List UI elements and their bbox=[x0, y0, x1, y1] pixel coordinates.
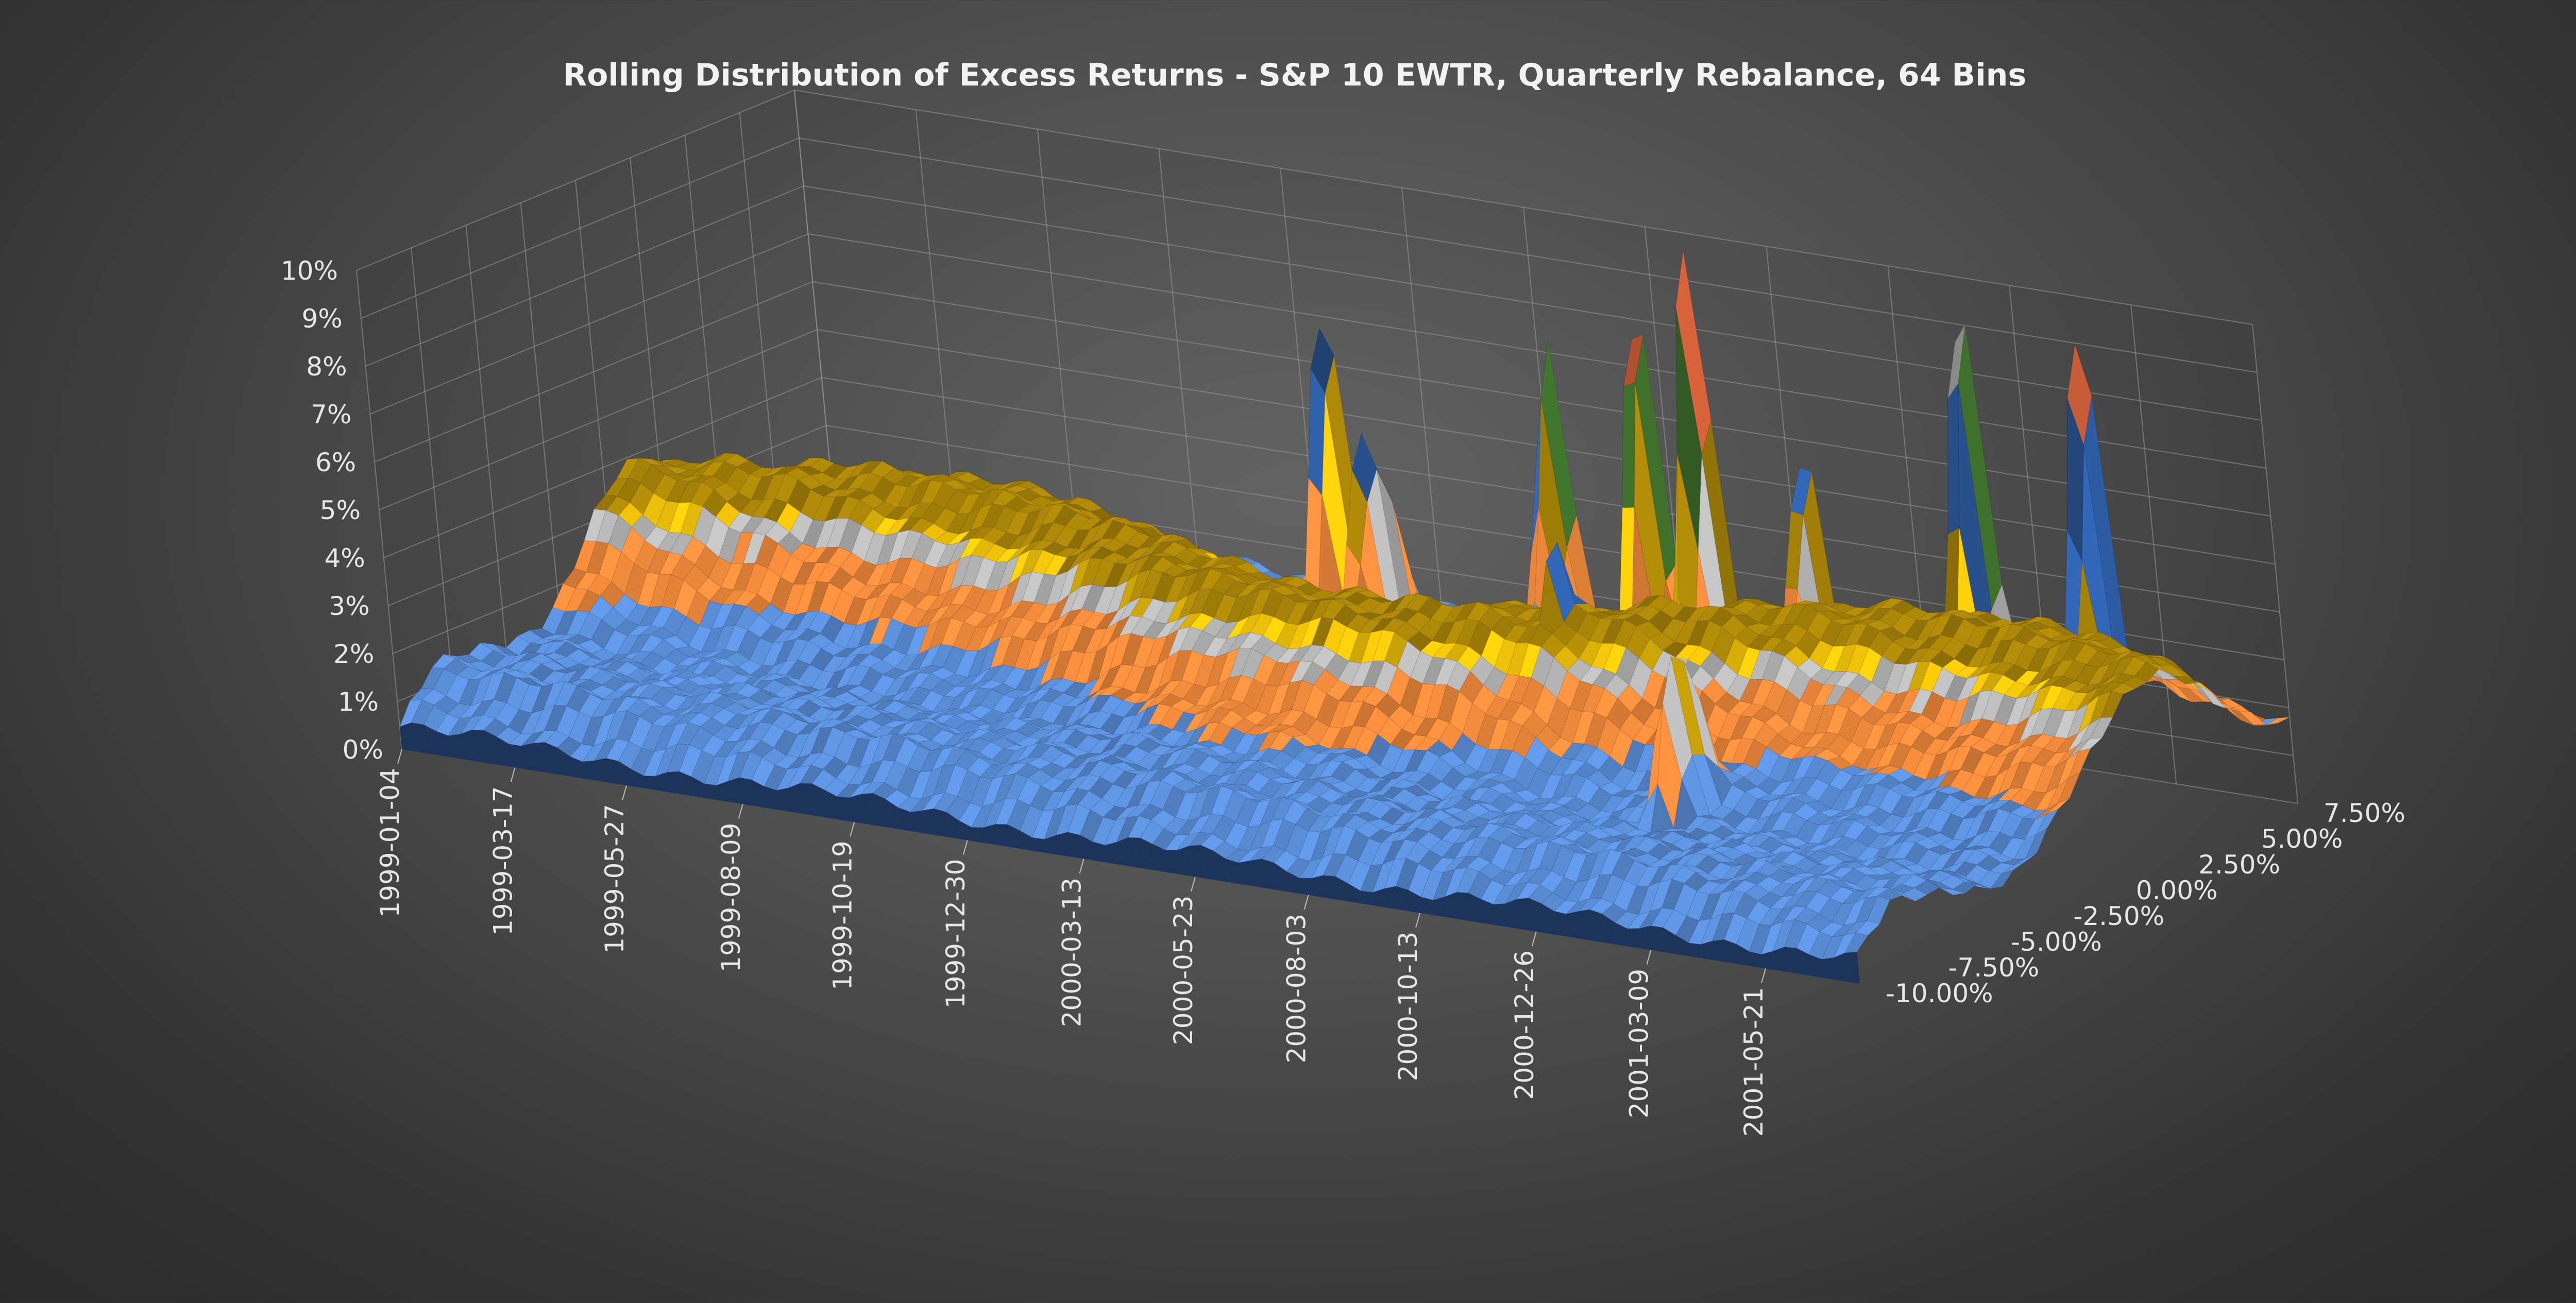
date-tick-mark bbox=[1079, 859, 1084, 874]
distribution-surface bbox=[399, 251, 2290, 960]
date-tick-mark bbox=[622, 785, 628, 800]
z-tick-label: 3% bbox=[329, 591, 369, 621]
z-tick-label: 5% bbox=[320, 495, 361, 525]
surface-facet bbox=[2100, 691, 2124, 718]
z-tick-label: 7% bbox=[311, 400, 351, 430]
date-tick-label: 2000-08-03 bbox=[1282, 914, 1312, 1064]
z-tick-label: 8% bbox=[306, 352, 347, 382]
date-tick-mark bbox=[1531, 931, 1537, 947]
skirt-band bbox=[594, 758, 608, 783]
skirt-band bbox=[704, 783, 718, 800]
surface-facet bbox=[2172, 676, 2199, 684]
skirt-band bbox=[1067, 832, 1082, 859]
skirt-band bbox=[1311, 875, 1326, 898]
skirt-band bbox=[922, 809, 937, 835]
skirt-band bbox=[1384, 886, 1398, 910]
skirt-band bbox=[1056, 832, 1071, 857]
surface-facet bbox=[2110, 682, 2136, 695]
skirt-band bbox=[1323, 875, 1337, 900]
date-tick-mark bbox=[397, 749, 402, 764]
skirt-band bbox=[582, 760, 597, 781]
back-wall-gridline bbox=[2252, 324, 2298, 804]
date-tick-mark bbox=[510, 767, 516, 782]
date-tick-label: 2000-05-23 bbox=[1168, 896, 1198, 1045]
date-tick-mark bbox=[1646, 950, 1652, 965]
skirt-band bbox=[1396, 886, 1411, 912]
return-tick-label: -10.00% bbox=[1886, 979, 1993, 1008]
skirt-band bbox=[1360, 890, 1374, 906]
date-tick-mark bbox=[1303, 895, 1309, 910]
back-wall-gridline bbox=[1401, 187, 1448, 667]
skirt-band bbox=[1761, 951, 1775, 970]
date-tick-label: 2000-10-13 bbox=[1393, 932, 1423, 1082]
surface-facet bbox=[1619, 507, 1635, 620]
surface-facet bbox=[1947, 383, 1960, 535]
z-tick-label: 4% bbox=[324, 543, 365, 573]
surface-facet bbox=[2122, 676, 2148, 689]
skirt-band bbox=[984, 824, 997, 845]
skirt-band bbox=[1821, 957, 1836, 980]
date-tick-mark bbox=[1191, 877, 1196, 891]
surface-facet bbox=[2253, 723, 2278, 726]
date-tick-label: 1999-03-17 bbox=[488, 786, 518, 936]
skirt-band bbox=[1105, 842, 1119, 865]
z-tick-label: 6% bbox=[315, 448, 356, 477]
date-tick-label: 1999-01-04 bbox=[375, 768, 405, 918]
skirt-band bbox=[1651, 925, 1666, 953]
left-wall-gridline bbox=[411, 248, 457, 727]
skirt-band bbox=[667, 771, 682, 795]
skirt-band bbox=[1165, 850, 1180, 875]
skirt-band bbox=[1712, 939, 1726, 963]
back-wall-gridline bbox=[2130, 304, 2177, 784]
skirt-band bbox=[971, 827, 985, 843]
skirt-band bbox=[643, 776, 657, 791]
skirt-band bbox=[1493, 903, 1508, 927]
skirt-band bbox=[776, 787, 791, 812]
chart-title: Rolling Distribution of Excess Returns -… bbox=[563, 57, 2026, 93]
left-wall-gridline bbox=[356, 270, 402, 750]
date-tick-label: 2001-05-21 bbox=[1739, 987, 1769, 1137]
date-tick-label: 2000-03-13 bbox=[1057, 878, 1087, 1027]
skirt-band bbox=[1627, 928, 1641, 949]
skirt-band bbox=[606, 758, 621, 785]
skirt-band bbox=[1773, 947, 1787, 972]
skirt-band bbox=[1688, 942, 1702, 958]
surface-facet bbox=[2068, 748, 2091, 779]
z-tick-label: 2% bbox=[333, 639, 374, 669]
date-tick-label: 1999-08-09 bbox=[716, 822, 746, 972]
skirt-band bbox=[448, 734, 463, 759]
date-tick-mark bbox=[962, 840, 968, 855]
date-tick-label: 2000-12-26 bbox=[1510, 950, 1539, 1100]
date-tick-label: 1999-10-19 bbox=[827, 841, 857, 990]
skirt-band bbox=[995, 824, 1010, 847]
date-tick-mark bbox=[1415, 913, 1421, 928]
surface-facet bbox=[2226, 708, 2251, 713]
skirt-band bbox=[1554, 911, 1568, 937]
skirt-band bbox=[910, 811, 925, 833]
skirt-band bbox=[837, 796, 852, 822]
skirt-band bbox=[509, 744, 523, 769]
skirt-band bbox=[1032, 837, 1046, 853]
date-tick-mark bbox=[850, 821, 855, 837]
z-tick-label: 0% bbox=[343, 735, 383, 765]
z-tick-label: 1% bbox=[338, 687, 379, 717]
skirt-band bbox=[1639, 925, 1654, 951]
skirt-band bbox=[1238, 861, 1252, 886]
skirt-band bbox=[1433, 897, 1447, 918]
date-tick-label: 1999-12-30 bbox=[941, 859, 971, 1009]
skirt-band bbox=[1299, 878, 1313, 896]
skirt-band bbox=[1700, 941, 1714, 961]
date-tick-mark bbox=[1761, 968, 1766, 983]
skirt-band bbox=[727, 777, 742, 804]
left-wall-gridline bbox=[465, 225, 512, 705]
date-tick-label: 1999-05-27 bbox=[600, 804, 630, 954]
date-tick-mark bbox=[738, 804, 743, 819]
skirt-band bbox=[1784, 947, 1800, 974]
z-tick-label: 10% bbox=[281, 256, 338, 286]
surface-facet bbox=[1622, 382, 1636, 508]
date-tick-label: 2001-03-09 bbox=[1624, 969, 1654, 1119]
z-tick-label: 9% bbox=[301, 304, 342, 334]
